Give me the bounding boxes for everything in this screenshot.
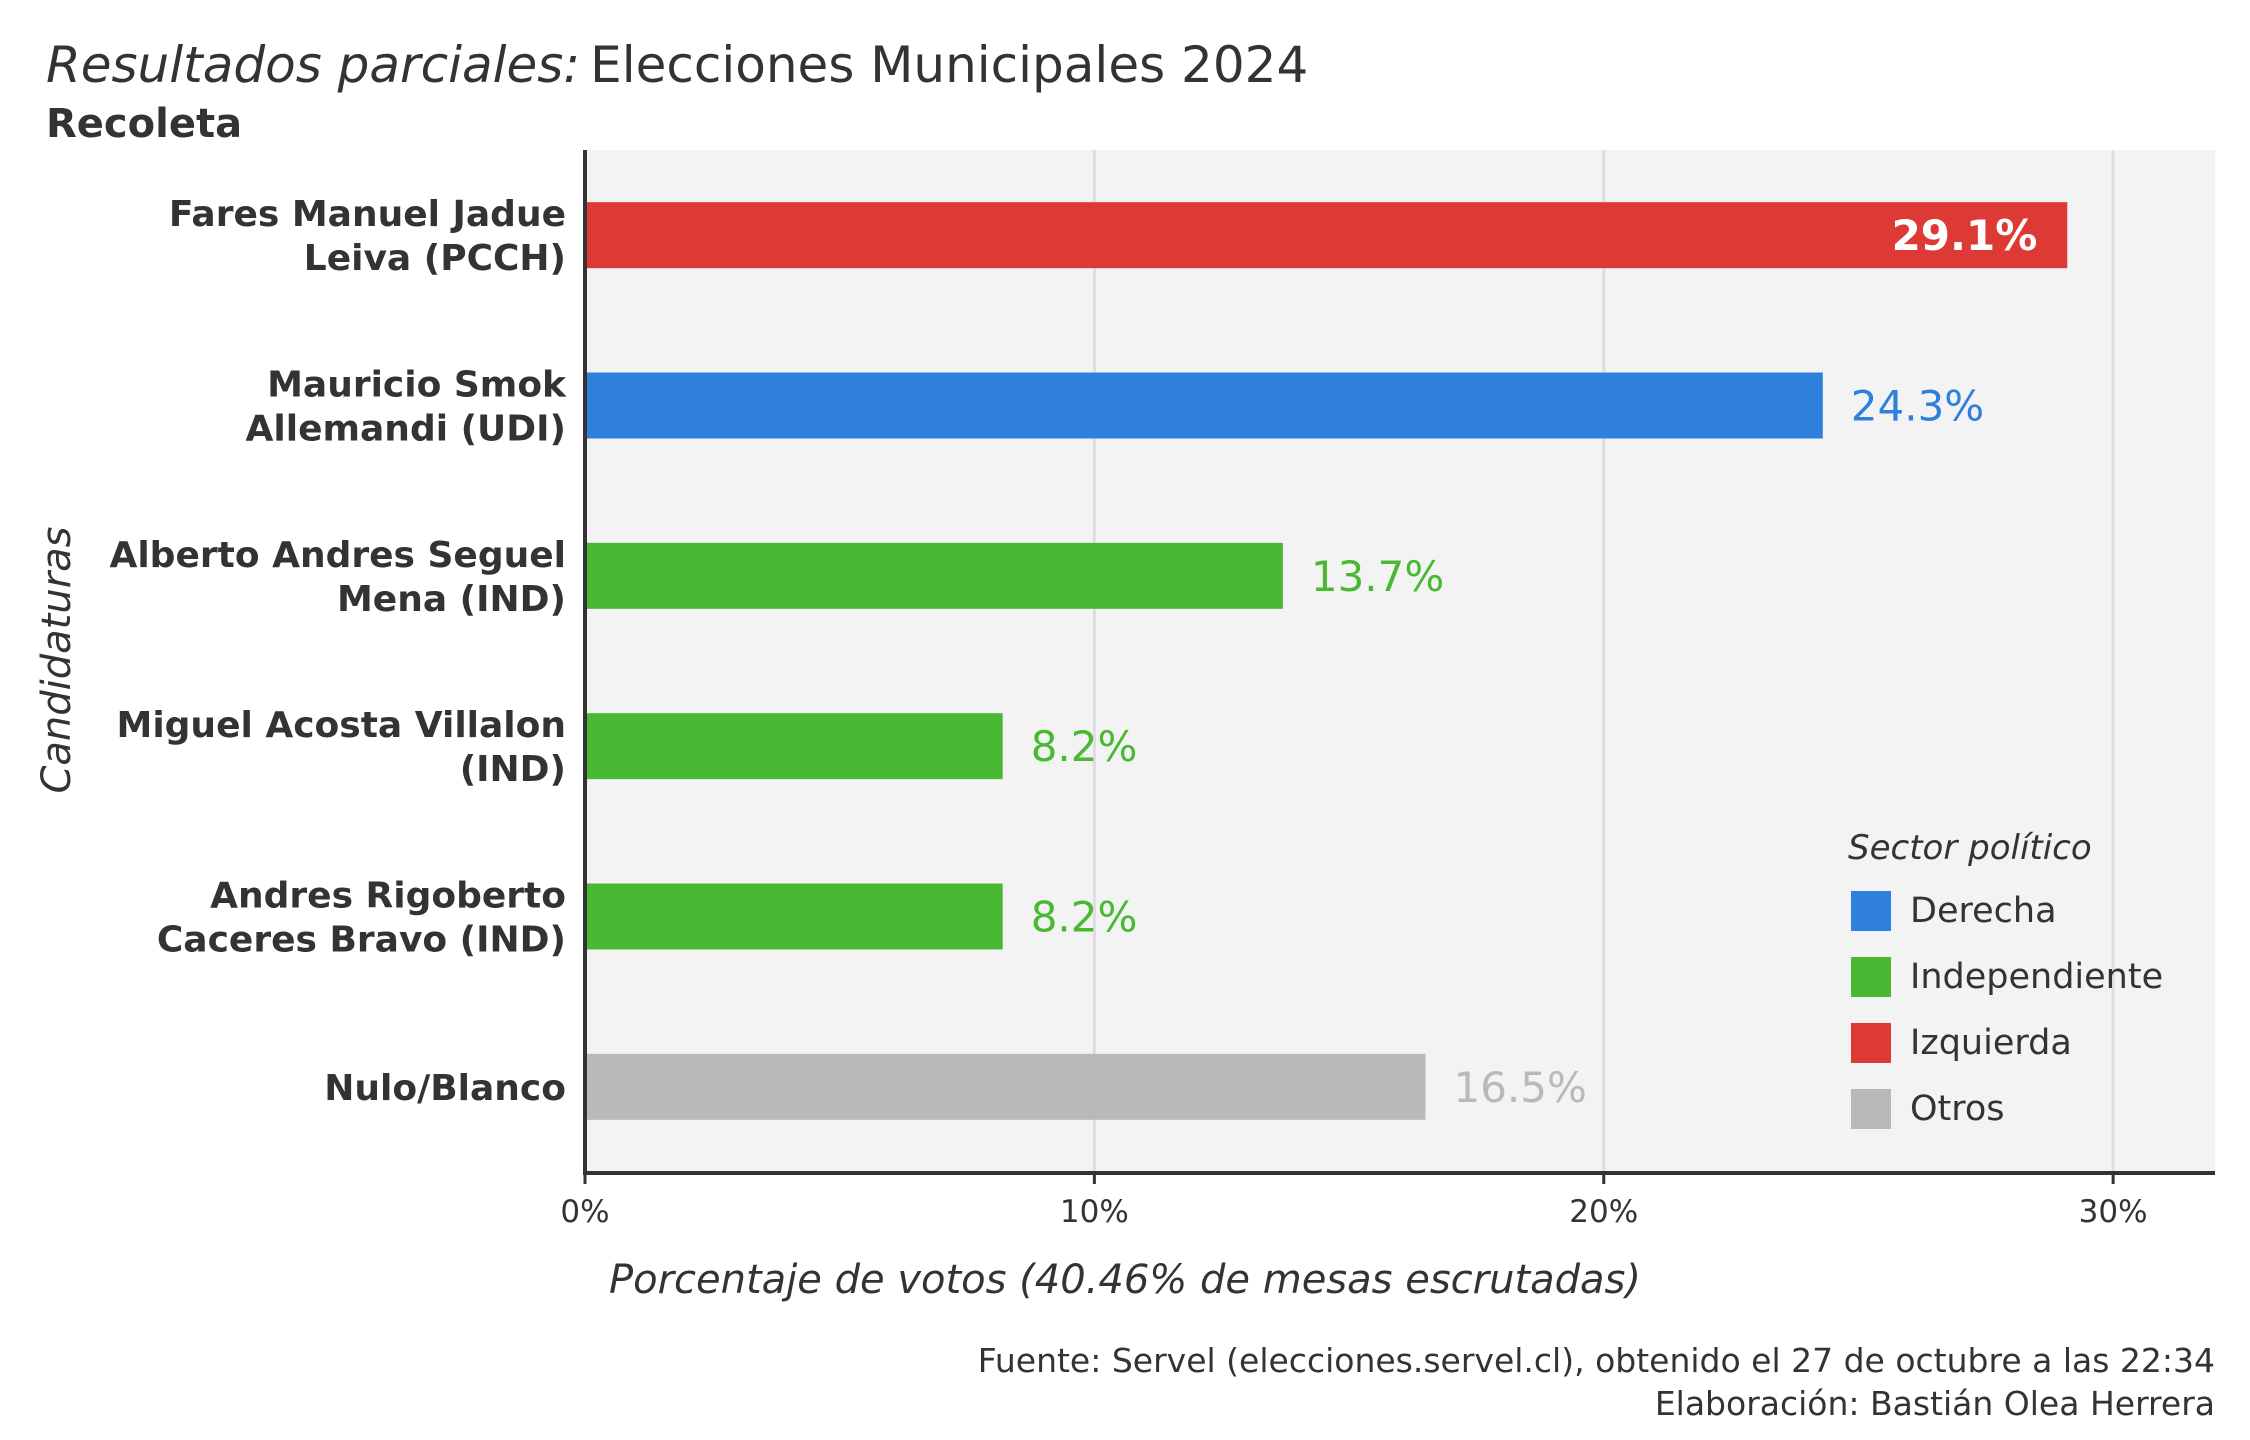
x-tick-label: 20% — [1569, 1194, 1638, 1230]
x-axis-ticks: 0% 10% 20% 30% — [560, 1174, 2148, 1230]
x-axis-title: Porcentaje de votos (40.46% de mesas esc… — [609, 1257, 1641, 1303]
x-tick-label: 0% — [560, 1194, 609, 1230]
caption-source: Fuente: Servel (elecciones.servel.cl), o… — [978, 1341, 2215, 1380]
category-label: Miguel Acosta Villalon — [117, 705, 567, 746]
bar-value-labels: 29.1% 24.3% 13.7% 8.2% 8.2% 16.5% — [1031, 211, 2038, 1112]
chart-title: Resultados parciales: Elecciones Municipa… — [46, 36, 1308, 94]
legend: Sector político Derecha Independiente Izqu… — [1848, 828, 2163, 1129]
category-label: Mena (IND) — [337, 579, 566, 620]
legend-item-label: Independiente — [1910, 957, 2163, 997]
bar — [585, 202, 2068, 269]
category-label: Leiva (PCCH) — [304, 238, 566, 279]
caption-author: Elaboración: Bastián Olea Herrera — [1655, 1384, 2215, 1423]
category-label: Andres Rigoberto — [210, 876, 566, 917]
plot-panel — [585, 150, 2215, 1172]
bar-value-label: 13.7% — [1311, 552, 1444, 601]
bar — [585, 542, 1283, 609]
bar-value-label: 16.5% — [1453, 1063, 1586, 1112]
x-tick-label: 30% — [2079, 1194, 2148, 1230]
category-label: Alberto Andres Seguel — [109, 535, 566, 576]
bar-value-label: 8.2% — [1031, 722, 1138, 771]
legend-title: Sector político — [1848, 828, 2092, 868]
category-label: Mauricio Smok — [267, 365, 567, 406]
title-italic-part: Resultados parciales: — [46, 36, 580, 94]
legend-swatch — [1851, 1023, 1891, 1063]
chart-subtitle: Recoleta — [46, 101, 242, 147]
y-axis-title: Candidaturas — [34, 526, 80, 793]
legend-swatch — [1851, 1089, 1891, 1129]
bar — [585, 713, 1003, 780]
x-tick-label: 10% — [1060, 1194, 1129, 1230]
title-rest-part: Elecciones Municipales 2024 — [590, 36, 1308, 94]
legend-item-label: Otros — [1910, 1089, 2005, 1129]
category-label: (IND) — [460, 749, 566, 790]
gridlines — [1092, 150, 2115, 1172]
bar — [585, 1053, 1426, 1120]
legend-swatch — [1851, 891, 1891, 931]
legend-item-label: Derecha — [1910, 891, 2057, 931]
bar-value-label: 24.3% — [1851, 382, 1984, 431]
category-label: Fares Manuel Jadue — [169, 194, 566, 235]
category-label: Allemandi (UDI) — [246, 409, 566, 450]
category-label: Nulo/Blanco — [324, 1068, 566, 1109]
bar-value-label: 29.1% — [1892, 211, 2038, 260]
bar — [585, 883, 1003, 950]
category-label: Caceres Bravo (IND) — [157, 920, 566, 961]
bar — [585, 372, 1823, 439]
bars — [585, 202, 2068, 1120]
legend-swatch — [1851, 957, 1891, 997]
bar-value-label: 8.2% — [1031, 893, 1138, 942]
legend-item-label: Izquierda — [1910, 1023, 2072, 1063]
